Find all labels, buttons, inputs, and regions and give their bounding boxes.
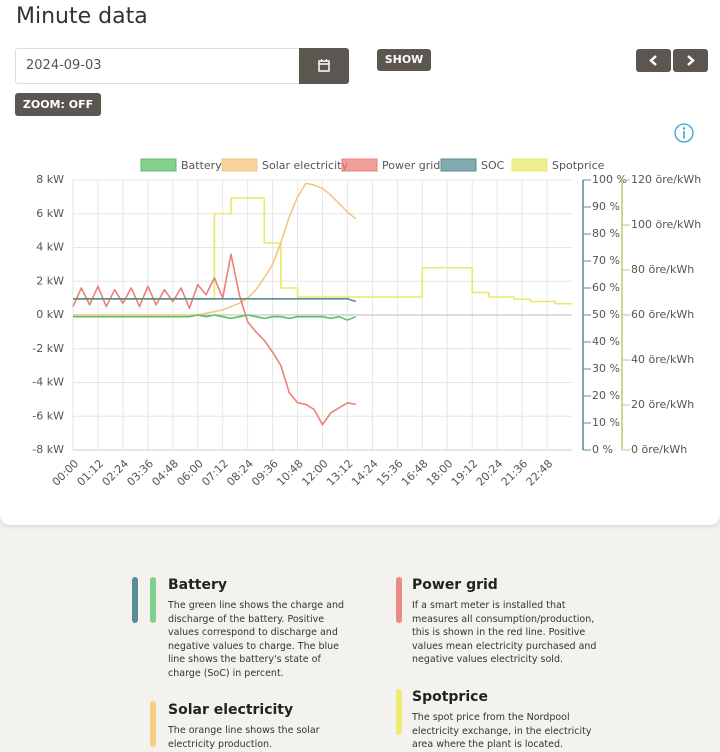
y-tick-label: -4 kW xyxy=(32,376,64,389)
y2-tick-label: 0 % xyxy=(592,443,613,456)
legend-label: Battery xyxy=(181,159,222,172)
x-tick-label: 07:12 xyxy=(199,457,231,489)
zoom-button[interactable]: ZOOM: OFF xyxy=(15,93,101,116)
y2-tick-label: 60 % xyxy=(592,281,620,294)
info-title: Spotprice xyxy=(412,689,488,705)
x-tick-label: 22:48 xyxy=(524,457,556,489)
y3-tick-label: 20 öre/kWh xyxy=(631,398,694,411)
series-line xyxy=(73,314,357,321)
info-title: Battery xyxy=(168,577,228,593)
info-text: The spot price from the Nordpool electri… xyxy=(412,712,592,751)
info-text: The orange line shows the solar electric… xyxy=(168,725,320,750)
y-tick-label: -8 kW xyxy=(32,443,64,456)
page-title: Minute data xyxy=(16,4,148,29)
chart: 00:0001:1202:2403:3604:4806:0007:1208:24… xyxy=(32,123,701,489)
prev-button[interactable] xyxy=(636,49,671,72)
y2-tick-label: 10 % xyxy=(592,416,620,429)
next-button[interactable] xyxy=(673,49,708,72)
y3-tick-label: 80 öre/kWh xyxy=(631,263,694,276)
x-tick-label: 20:24 xyxy=(474,457,506,489)
y2-tick-label: 90 % xyxy=(592,200,620,213)
x-tick-label: 09:36 xyxy=(249,457,281,489)
y3-tick-label: 120 öre/kWh xyxy=(631,173,701,186)
legend-item: SOC xyxy=(440,158,505,172)
info-title: Solar electricity xyxy=(168,702,294,718)
x-tick-label: 19:12 xyxy=(449,457,481,489)
x-tick-label: 08:24 xyxy=(224,457,256,489)
x-tick-label: 14:24 xyxy=(349,457,381,489)
legend-item: Power grid xyxy=(341,158,440,172)
y2-tick-label: 50 % xyxy=(592,308,620,321)
y-tick-label: 4 kW xyxy=(36,241,64,254)
info-text: The green line shows the charge and disc… xyxy=(168,600,345,679)
series-line xyxy=(73,298,357,303)
y-tick-label: 0 kW xyxy=(36,308,64,321)
y-tick-label: 6 kW xyxy=(36,207,64,220)
x-tick-label: 01:12 xyxy=(75,457,107,489)
x-tick-label: 04:48 xyxy=(149,457,181,489)
next-icon xyxy=(687,55,695,66)
y2-tick-label: 70 % xyxy=(592,254,620,267)
series-line xyxy=(73,182,357,316)
x-tick-label: 12:00 xyxy=(299,457,331,489)
calendar-button[interactable] xyxy=(299,48,349,84)
show-button[interactable]: SHOW xyxy=(377,49,431,71)
legend-label: Solar electricity xyxy=(262,159,348,172)
y3-tick-label: 100 öre/kWh xyxy=(631,218,701,231)
x-tick-label: 02:24 xyxy=(100,457,132,489)
y-tick-label: -6 kW xyxy=(32,409,64,422)
calendar-icon xyxy=(318,59,330,72)
legend-item: Battery xyxy=(140,158,222,172)
x-tick-label: 15:36 xyxy=(374,457,406,489)
y3-tick-label: 0 öre/kWh xyxy=(631,443,687,456)
info-title: Power grid xyxy=(412,577,498,593)
x-tick-label: 16:48 xyxy=(399,457,431,489)
legend-label: Spotprice xyxy=(552,159,605,172)
y2-tick-label: 30 % xyxy=(592,362,620,375)
series-line xyxy=(72,253,356,426)
x-tick-label: 10:48 xyxy=(274,457,306,489)
y3-tick-label: 60 öre/kWh xyxy=(631,308,694,321)
x-tick-label: 03:36 xyxy=(124,457,156,489)
prev-icon xyxy=(649,55,657,66)
legend-swatch xyxy=(221,158,258,172)
legend-swatch xyxy=(140,158,177,172)
legend-item: Solar electricity xyxy=(221,158,348,172)
legend-swatch xyxy=(440,158,477,172)
legend-swatch xyxy=(341,158,378,172)
info-text: If a smart meter is installed that measu… xyxy=(412,600,597,666)
y2-tick-label: 100 % xyxy=(592,173,627,186)
x-tick-label: 18:00 xyxy=(424,457,456,489)
legend-label: SOC xyxy=(481,159,505,172)
legend-label: Power grid xyxy=(382,159,440,172)
legend-item: Spotprice xyxy=(511,158,605,172)
color-bar xyxy=(150,701,156,747)
x-tick-label: 00:00 xyxy=(50,457,82,489)
legend-swatch xyxy=(511,158,548,172)
y2-tick-label: 40 % xyxy=(592,335,620,348)
x-tick-label: 13:12 xyxy=(324,457,356,489)
color-bar xyxy=(396,577,402,623)
color-bar xyxy=(396,689,402,735)
color-bar xyxy=(132,577,138,623)
card xyxy=(0,0,720,525)
x-tick-label: 21:36 xyxy=(499,457,531,489)
y-tick-label: 2 kW xyxy=(36,274,64,287)
y2-tick-label: 20 % xyxy=(592,389,620,402)
y-tick-label: 8 kW xyxy=(36,173,64,186)
color-bar xyxy=(150,577,156,623)
y2-tick-label: 80 % xyxy=(592,227,620,240)
info-icon[interactable] xyxy=(674,123,694,143)
y-tick-label: -2 kW xyxy=(32,342,64,355)
y3-tick-label: 40 öre/kWh xyxy=(631,353,694,366)
x-tick-label: 06:00 xyxy=(174,457,206,489)
